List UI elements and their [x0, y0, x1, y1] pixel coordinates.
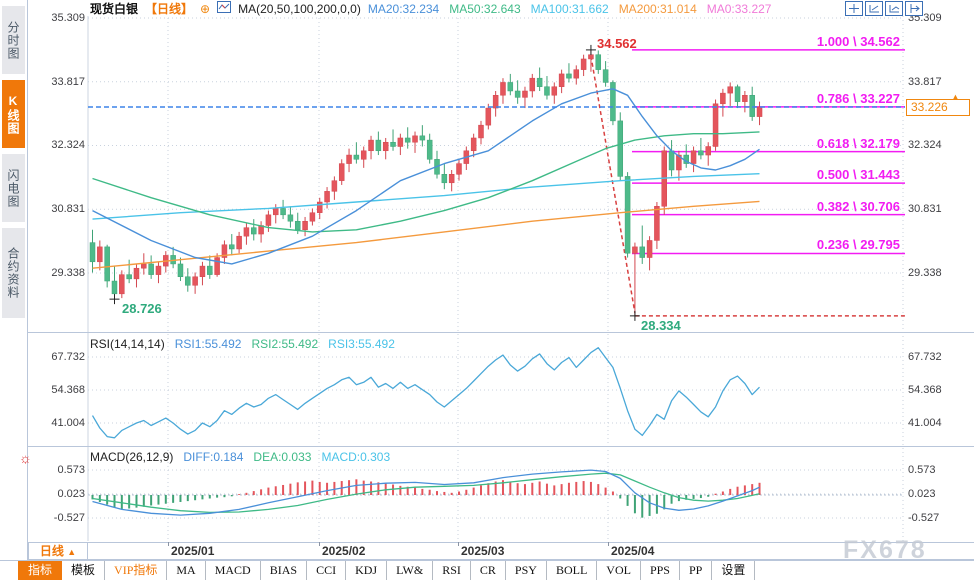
price-axis-label-right: 32.324 — [908, 139, 942, 151]
ma-value-1: MA50:32.643 — [449, 1, 521, 16]
macd-title: MACD(26,12,9) — [90, 450, 174, 464]
chart-canvas[interactable] — [28, 0, 974, 542]
fib-level-label[interactable]: 0.786 \ 33.227 — [816, 91, 900, 106]
period-selector[interactable]: 日线 ▲ — [28, 542, 88, 560]
rsi-axis-label-right: 54.368 — [908, 384, 942, 396]
bottom-price-label: 28.334 — [641, 318, 681, 333]
chart-tool-icons — [845, 1, 923, 16]
macd-settings-icon[interactable]: ☼ — [19, 450, 32, 466]
time-axis-tick — [458, 542, 459, 546]
rsi-value-2: RSI3:55.492 — [328, 337, 395, 351]
price-axis-label-right: 29.338 — [908, 267, 942, 279]
macd-axis-label-right: 0.023 — [908, 488, 936, 500]
toolbar-button-ma[interactable]: MA — [167, 561, 206, 580]
low-price-label: 28.726 — [122, 301, 162, 316]
time-axis-date-label: 2025/03 — [461, 544, 505, 558]
toolbar-button-rsi[interactable]: RSI — [433, 561, 471, 580]
sidebar-tab-kline[interactable]: K线图 — [2, 80, 25, 148]
toolbar-button-boll[interactable]: BOLL — [546, 561, 598, 580]
toolbar-button-settings[interactable]: 设置 — [712, 561, 756, 580]
rsi-axis-label-right: 41.004 — [908, 417, 942, 429]
sidebar-tab-timeshare[interactable]: 分时图 — [2, 6, 25, 74]
symbol-name: 现货白银 — [90, 2, 139, 16]
macd-axis-label-left: 0.573 — [57, 464, 85, 476]
sidebar-tab-contract-info[interactable]: 合约资料 — [2, 228, 25, 318]
chart-header: 现货白银 【日线】 ⊕ MA(20,50,100,200,0,0) MA20:3… — [90, 1, 771, 16]
toolbar-divider — [0, 560, 974, 561]
rsi-axis-label-left: 67.732 — [51, 351, 85, 363]
fib-level-label[interactable]: 0.618 \ 32.179 — [816, 136, 900, 151]
toolbar-button-bias[interactable]: BIAS — [260, 561, 308, 580]
price-axis-label-left: 32.324 — [51, 139, 85, 151]
time-axis-tick — [608, 542, 609, 546]
ma-value-2: MA100:31.662 — [530, 1, 609, 16]
macd-value-0: DIFF:0.184 — [183, 450, 244, 464]
toolbar-button-lw&[interactable]: LW& — [387, 561, 434, 580]
macd-axis-label-right: 0.573 — [908, 464, 936, 476]
period-arrow-icon: ▲ — [67, 547, 77, 557]
ma-value-4: MA0:33.227 — [706, 1, 772, 16]
macd-axis-label-right: -0.527 — [908, 512, 940, 524]
macd-axis-label-left: -0.527 — [53, 512, 85, 524]
price-arrow-marker: ▲ — [950, 92, 961, 104]
mini-chart-icon[interactable] — [217, 1, 232, 16]
period-label: 【日线】 — [145, 2, 194, 16]
rsi-value-0: RSI1:55.492 — [174, 337, 242, 351]
macd-value-1: DEA:0.033 — [253, 450, 312, 464]
time-axis-date-label: 2025/04 — [611, 544, 655, 558]
toolbar-button-pps[interactable]: PPS — [640, 561, 680, 580]
price-axis-label-right: 33.817 — [908, 76, 942, 88]
pan-right-icon[interactable] — [905, 1, 923, 16]
time-axis-date-label: 2025/01 — [171, 544, 215, 558]
rsi-axis-label-left: 54.368 — [51, 384, 85, 396]
price-axis-label-left: 33.817 — [51, 76, 85, 88]
sidebar-tab-lightning[interactable]: 闪电图 — [2, 154, 25, 222]
rsi-value-1: RSI2:55.492 — [251, 337, 319, 351]
price-axis-label-right: 30.831 — [908, 203, 942, 215]
toolbar-button-macd[interactable]: MACD — [205, 561, 261, 580]
toolbar-button-indicator[interactable]: 指标 — [18, 561, 63, 580]
ma-settings-label: MA(20,50,100,200,0,0) — [238, 1, 361, 16]
toolbar-button-template[interactable]: 模板 — [62, 561, 106, 580]
time-axis-tick — [319, 542, 320, 546]
toolbar-button-vip-indicator[interactable]: VIP指标 — [105, 561, 168, 580]
ma-value-3: MA200:31.014 — [618, 1, 697, 16]
fib-level-label[interactable]: 0.236 \ 29.795 — [816, 237, 900, 252]
left-sidebar: 分时图 K线图 闪电图 合约资料 — [0, 0, 28, 561]
rsi-axis-label-left: 41.004 — [51, 417, 85, 429]
price-axis-label-left: 29.338 — [51, 267, 85, 279]
rsi-title: RSI(14,14,14) — [90, 337, 165, 351]
fib-level-label[interactable]: 0.500 \ 31.443 — [816, 167, 900, 182]
time-axis-tick — [168, 542, 169, 546]
toolbar-button-vol[interactable]: VOL — [597, 561, 641, 580]
fib-level-label[interactable]: 1.000 \ 34.562 — [816, 34, 900, 49]
peak-price-label: 34.562 — [597, 36, 637, 51]
ma-value-0: MA20:32.234 — [367, 1, 440, 16]
scale-axis-icon[interactable] — [885, 1, 903, 16]
watermark: FX678 — [843, 536, 927, 564]
toolbar-button-kdj[interactable]: KDJ — [346, 561, 388, 580]
current-price-tag: 33.226 — [906, 99, 970, 116]
ma-values: MA20:32.234 MA50:32.643 MA100:31.662 MA200:… — [368, 2, 772, 16]
toolbar-button-cci[interactable]: CCI — [307, 561, 347, 580]
rsi-axis-label-right: 67.732 — [908, 351, 942, 363]
macd-axis-label-left: 0.023 — [57, 488, 85, 500]
zoom-axis-icon[interactable] — [865, 1, 883, 16]
toolbar-button-cr[interactable]: CR — [470, 561, 506, 580]
time-axis-date-label: 2025/02 — [322, 544, 366, 558]
price-axis-label-left: 35.309 — [51, 12, 85, 24]
add-indicator-icon[interactable]: ⊕ — [200, 1, 211, 16]
price-axis-label-left: 30.831 — [51, 203, 85, 215]
macd-value-2: MACD:0.303 — [321, 450, 391, 464]
macd-panel-header: MACD(26,12,9) DIFF:0.184 DEA:0.033 MACD:0.… — [90, 450, 390, 464]
indicator-toolbar: 指标 模板 VIP指标 MA MACD BIAS CCI KDJ LW& RSI CR PSY BOLL… — [18, 561, 756, 580]
fib-level-label[interactable]: 0.382 \ 30.706 — [816, 199, 900, 214]
rsi-panel-header: RSI(14,14,14) RSI1:55.492 RSI2:55.492 RSI3… — [90, 337, 395, 351]
toolbar-button-psy[interactable]: PSY — [505, 561, 547, 580]
move-icon[interactable] — [845, 1, 863, 16]
toolbar-button-pp[interactable]: PP — [679, 561, 713, 580]
time-axis — [28, 542, 974, 560]
